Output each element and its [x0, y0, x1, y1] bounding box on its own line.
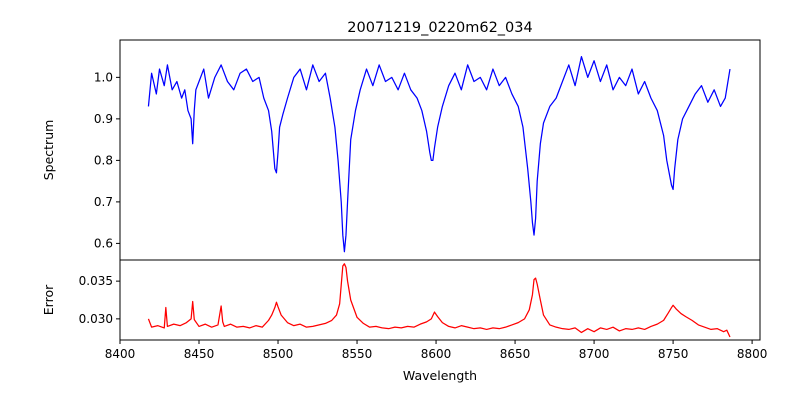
error-line [147, 263, 731, 338]
x-tick-label: 8800 [737, 347, 768, 361]
spectrum-y-axis-label: Spectrum [41, 120, 56, 181]
chart-title: 20071219_0220m62_034 [347, 20, 532, 36]
spectrum-y-ticks: 0.6 0.7 0.8 0.9 1.0 [94, 70, 120, 250]
error-y-tick-label: 0.035 [79, 274, 113, 288]
error-y-axis-label: Error [41, 284, 56, 315]
x-tick-label: 8400 [105, 347, 136, 361]
x-tick-label: 8750 [658, 347, 689, 361]
x-tick-label: 8450 [184, 347, 215, 361]
x-axis-label: Wavelength [403, 368, 477, 383]
x-tick-label: 8550 [342, 347, 373, 361]
spectrum-line [147, 55, 731, 253]
x-tick-label: 8650 [500, 347, 531, 361]
spectrum-axes-frame [119, 39, 761, 261]
error-axes-frame [119, 259, 761, 341]
x-tick-label: 8600 [421, 347, 452, 361]
spectrum-y-tick-label: 0.7 [94, 195, 113, 209]
spectrum-y-tick-label: 0.6 [94, 236, 113, 250]
spectrum-y-tick-label: 0.8 [94, 153, 113, 167]
wavelength-x-ticks: 8400 8450 8500 8550 8600 8650 8700 8750 8800 [105, 340, 768, 361]
x-tick-label: 8700 [579, 347, 610, 361]
spectrum-y-tick-label: 0.9 [94, 112, 113, 126]
error-y-tick-label: 0.030 [79, 312, 113, 326]
spectrum-y-tick-label: 1.0 [94, 70, 113, 84]
error-y-ticks: 0.030 0.035 [79, 274, 120, 326]
spectrum-panel: 20071219_0220m62_034 0.6 0.7 0.8 0.9 1.0 Spe… [41, 20, 761, 261]
x-tick-label: 8500 [263, 347, 294, 361]
